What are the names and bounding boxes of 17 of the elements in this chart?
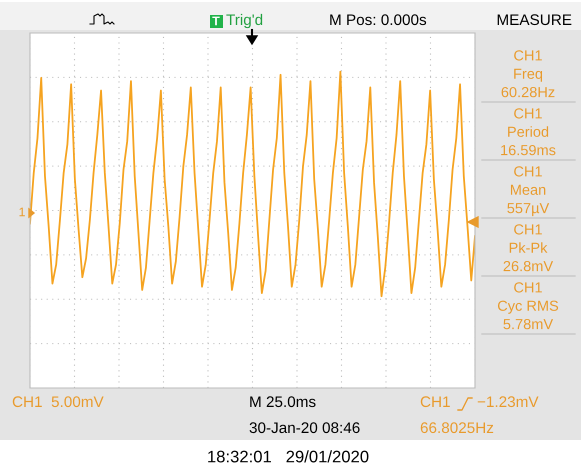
text: 30-Jan-20 08:46 [250, 422, 360, 434]
text: CH1 [420, 396, 450, 408]
text: M Pos: 0.000s [330, 14, 426, 26]
text: MEASURE [498, 14, 572, 26]
text: 66.8025Hz [420, 422, 494, 434]
text: M 25.0ms [250, 396, 316, 408]
text: T [212, 16, 220, 26]
text: CH1 Period 16.59ms [501, 108, 556, 156]
text: CH1 Cyc RMS 5.78mV [498, 282, 558, 330]
text: CH1 Freq 60.28Hz [502, 50, 554, 98]
text: −1.23mV [478, 396, 539, 408]
text: CH1 5.00mV [12, 396, 104, 408]
text: Trig'd [226, 14, 262, 28]
text: CH1 Mean 557µV [507, 166, 550, 216]
text: 1 [19, 208, 25, 216]
text: CH1 Pk-Pk 26.8mV [504, 224, 554, 272]
text: 18:32:01 29/01/2020 [208, 450, 368, 462]
